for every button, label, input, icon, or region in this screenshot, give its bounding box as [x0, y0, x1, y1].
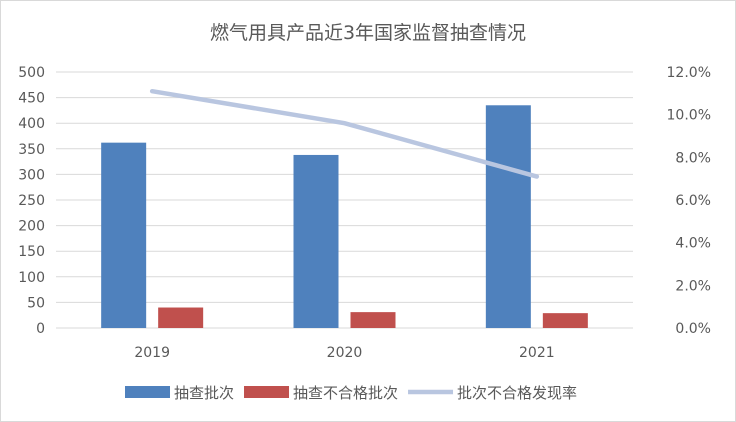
legend-label: 抽查不合格批次: [293, 384, 398, 402]
y-tick-label: 450: [18, 91, 45, 107]
y-tick-label: 150: [18, 244, 45, 260]
y-tick-label: 200: [18, 219, 45, 235]
legend-label: 抽查批次: [174, 384, 234, 402]
bar-inspected-2020: [293, 154, 339, 328]
x-tick-label: 2020: [327, 345, 363, 361]
bar-failed-2021: [542, 313, 588, 328]
y-tick-label: 50: [27, 295, 45, 311]
bar-failed-2019: [158, 307, 204, 328]
y2-tick-label: 4.0%: [675, 236, 711, 252]
y2-tick-label: 2.0%: [675, 278, 711, 294]
y2-tick-label: 6.0%: [675, 193, 711, 209]
y-tick-label: 250: [18, 193, 45, 209]
y2-tick-label: 0.0%: [675, 321, 711, 337]
bar-inspected-2021: [485, 105, 531, 328]
y-tick-label: 400: [18, 116, 45, 132]
y-tick-label: 500: [18, 65, 45, 81]
failure-rate-line: [149, 88, 540, 179]
legend-swatch: [125, 386, 170, 398]
y2-tick-label: 8.0%: [675, 150, 711, 166]
y-tick-label: 300: [18, 167, 45, 183]
bar-failed-2020: [350, 312, 396, 328]
y2-tick-label: 10.0%: [667, 108, 711, 124]
x-tick-label: 2021: [519, 345, 555, 361]
bar-inspected-2019: [101, 142, 147, 328]
y-tick-label: 100: [18, 270, 45, 286]
y2-tick-label: 12.0%: [667, 65, 711, 81]
chart-title: 燃气用具产品近3年国家监督抽查情况: [210, 22, 526, 44]
x-tick-label: 2019: [134, 345, 170, 361]
legend-swatch: [244, 386, 290, 398]
legend-label: 批次不合格发现率: [457, 384, 577, 402]
y-tick-label: 0: [36, 321, 45, 337]
y-tick-label: 350: [18, 142, 45, 158]
